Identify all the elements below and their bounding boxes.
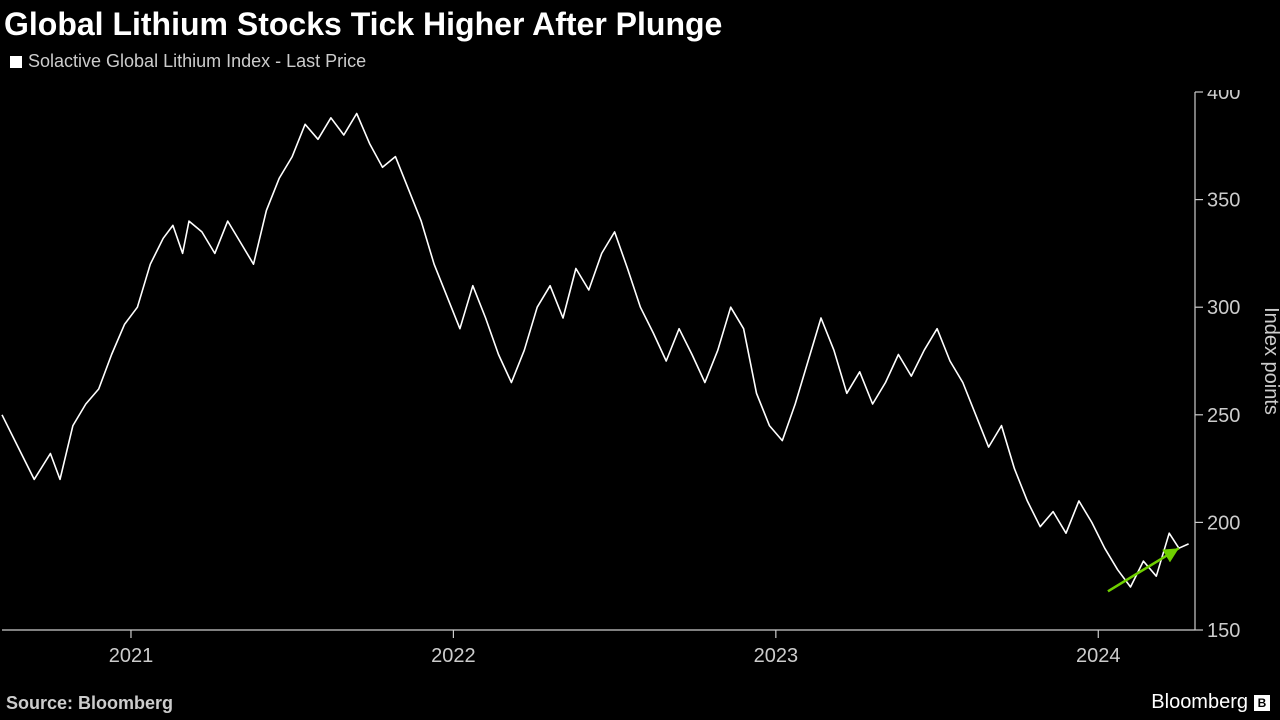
svg-text:200: 200: [1207, 512, 1240, 534]
svg-text:150: 150: [1207, 620, 1240, 642]
chart-area: 150 200 250 300 350 400 Index points 2021 2022 20…: [0, 90, 1280, 690]
chart-title: Global Lithium Stocks Tick Higher After …: [0, 0, 1280, 51]
svg-text:Index points: Index points: [1260, 307, 1280, 415]
source-label: Source: Bloomberg: [6, 693, 173, 714]
brand-footer: Bloomberg B: [1151, 691, 1270, 714]
svg-text:2023: 2023: [754, 645, 799, 667]
legend-label: Solactive Global Lithium Index - Last Pr…: [28, 51, 366, 72]
legend: Solactive Global Lithium Index - Last Pr…: [0, 51, 1280, 72]
svg-text:400: 400: [1207, 90, 1240, 104]
brand-badge-icon: B: [1254, 695, 1270, 711]
svg-text:2022: 2022: [431, 645, 476, 667]
svg-text:2024: 2024: [1076, 645, 1121, 667]
svg-text:300: 300: [1207, 297, 1240, 319]
brand-text: Bloomberg: [1151, 691, 1248, 714]
legend-swatch-icon: [10, 56, 22, 68]
svg-text:250: 250: [1207, 405, 1240, 427]
svg-text:2021: 2021: [109, 645, 154, 667]
svg-text:350: 350: [1207, 190, 1240, 212]
line-chart: 150 200 250 300 350 400 Index points 2021 2022 20…: [0, 90, 1280, 690]
